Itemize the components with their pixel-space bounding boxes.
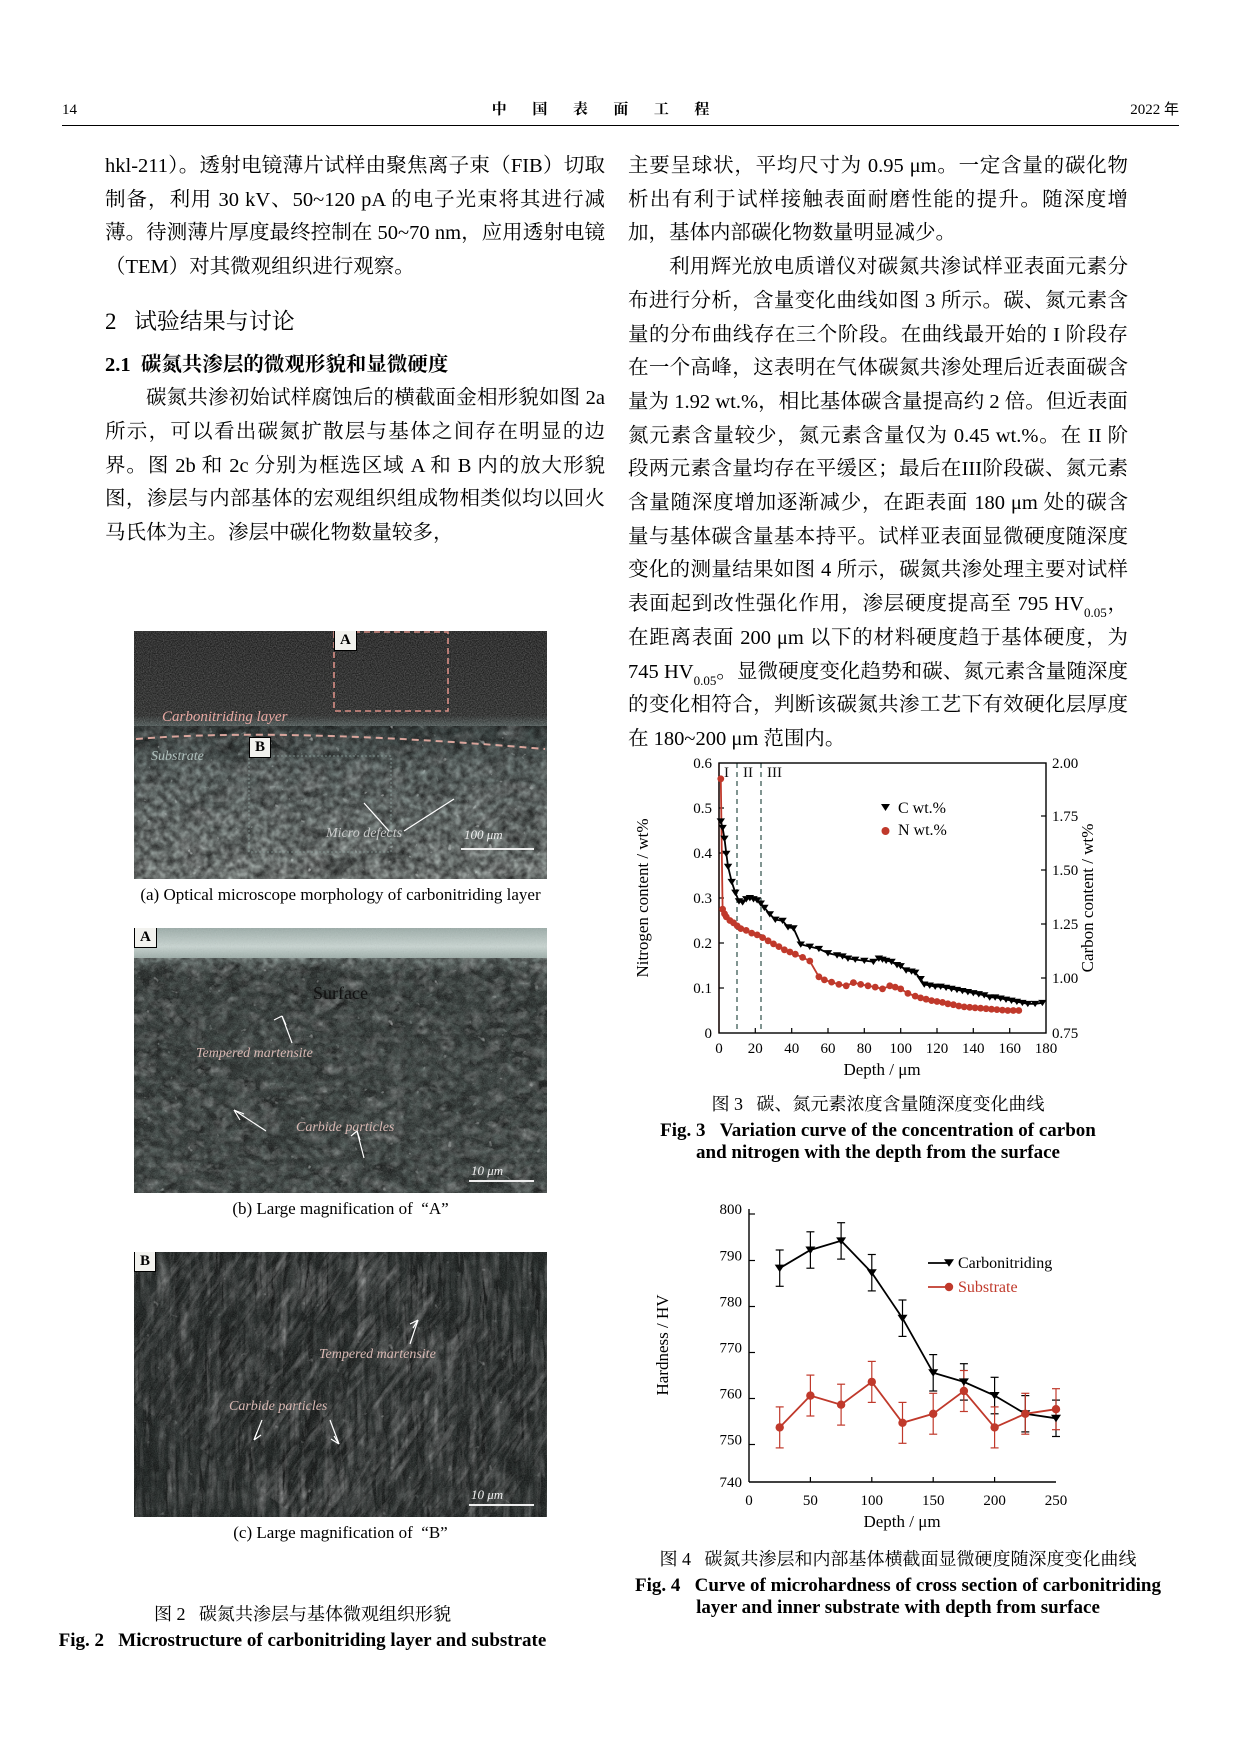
svg-text:1.75: 1.75 <box>1052 809 1078 825</box>
svg-text:2.00: 2.00 <box>1052 756 1078 772</box>
svg-text:I: I <box>724 765 729 781</box>
svg-text:740: 740 <box>720 1475 743 1491</box>
svg-text:0.5: 0.5 <box>693 801 712 817</box>
svg-text:Carbonitriding: Carbonitriding <box>958 1255 1052 1272</box>
svg-text:N wt.%: N wt.% <box>898 822 947 839</box>
svg-text:II: II <box>743 765 753 781</box>
svg-text:C wt.%: C wt.% <box>898 800 946 817</box>
svg-text:140: 140 <box>962 1041 985 1057</box>
svg-text:0.2: 0.2 <box>693 936 712 952</box>
svg-text:Substrate: Substrate <box>958 1279 1018 1296</box>
svg-text:150: 150 <box>922 1493 945 1509</box>
svg-text:120: 120 <box>926 1041 949 1057</box>
svg-text:0.75: 0.75 <box>1052 1026 1078 1042</box>
svg-text:50: 50 <box>803 1493 818 1509</box>
svg-text:780: 780 <box>720 1295 743 1311</box>
svg-text:750: 750 <box>720 1433 743 1449</box>
svg-text:250: 250 <box>1045 1493 1068 1509</box>
svg-text:Hardness / HV: Hardness / HV <box>653 1294 672 1396</box>
svg-text:0.6: 0.6 <box>693 756 712 772</box>
svg-text:0: 0 <box>715 1041 723 1057</box>
svg-text:0.4: 0.4 <box>693 846 712 862</box>
svg-text:1.00: 1.00 <box>1052 971 1078 987</box>
svg-text:Carbon content / wt%: Carbon content / wt% <box>1078 824 1097 973</box>
svg-text:III: III <box>767 765 782 781</box>
svg-text:160: 160 <box>998 1041 1021 1057</box>
svg-text:760: 760 <box>720 1387 743 1403</box>
svg-text:180: 180 <box>1035 1041 1058 1057</box>
svg-text:Depth / μm: Depth / μm <box>863 1512 940 1531</box>
svg-text:60: 60 <box>821 1041 836 1057</box>
svg-text:200: 200 <box>983 1493 1006 1509</box>
svg-text:790: 790 <box>720 1249 743 1265</box>
svg-text:800: 800 <box>720 1202 743 1218</box>
svg-text:Depth / μm: Depth / μm <box>843 1060 920 1079</box>
svg-text:100: 100 <box>889 1041 912 1057</box>
svg-text:0.3: 0.3 <box>693 891 712 907</box>
svg-text:100: 100 <box>861 1493 884 1509</box>
svg-text:0: 0 <box>745 1493 753 1509</box>
svg-text:20: 20 <box>748 1041 763 1057</box>
svg-text:1.25: 1.25 <box>1052 917 1078 933</box>
svg-text:1.50: 1.50 <box>1052 863 1078 879</box>
svg-text:0.1: 0.1 <box>693 981 712 997</box>
svg-text:Nitrogen content / wt%: Nitrogen content / wt% <box>633 818 652 977</box>
svg-text:40: 40 <box>784 1041 799 1057</box>
svg-text:80: 80 <box>857 1041 872 1057</box>
svg-text:0: 0 <box>705 1026 713 1042</box>
svg-text:770: 770 <box>720 1341 743 1357</box>
